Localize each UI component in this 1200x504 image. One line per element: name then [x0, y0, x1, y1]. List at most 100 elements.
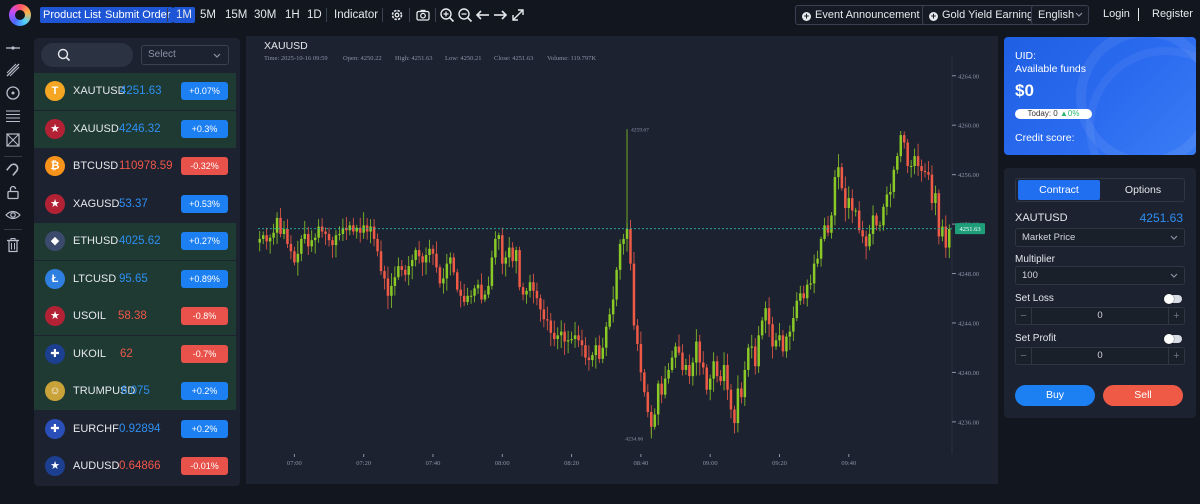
market-row-eurchf[interactable]: ✚ EURCHF 0.92894 +0.2%	[34, 411, 236, 448]
change-badge: +0.89%	[181, 269, 228, 288]
market-filter-select[interactable]: Select	[141, 45, 229, 65]
set-loss-decrement-button[interactable]: −	[1016, 308, 1032, 324]
trash-icon[interactable]	[5, 237, 21, 253]
tab-options[interactable]: Options	[1124, 184, 1162, 196]
trend-line-tool-icon[interactable]	[5, 62, 21, 78]
settings-gear-icon[interactable]	[389, 7, 405, 23]
candle	[296, 240, 300, 276]
market-symbol: XAGUSD	[73, 197, 120, 210]
scroll-right-arrow-icon[interactable]	[492, 7, 508, 23]
login-link[interactable]: Login	[1103, 8, 1130, 20]
register-link[interactable]: Register	[1152, 8, 1193, 20]
timeframe-30m-button[interactable]: 30M	[254, 9, 277, 21]
candle	[948, 224, 951, 259]
zoom-out-icon[interactable]	[457, 7, 473, 23]
event-announcement-label: Event Announcement	[815, 9, 920, 21]
candle	[639, 331, 643, 382]
x-tick-label: 09:20	[772, 460, 787, 467]
candle	[546, 306, 549, 331]
multiplier-select[interactable]: 100	[1015, 266, 1185, 285]
candle	[708, 374, 712, 401]
circle-tool-icon[interactable]	[5, 85, 21, 101]
timeframe-5m-button[interactable]: 5M	[200, 9, 216, 21]
candle	[733, 405, 736, 434]
change-badge: -0.7%	[181, 344, 228, 363]
market-symbol: LTCUSD	[73, 272, 117, 285]
brand-logo-icon[interactable]	[9, 4, 31, 26]
market-row-btcusd[interactable]: ₿ BTCUSD 110978.59 -0.32%	[34, 148, 236, 185]
drawing-tools-rail	[0, 36, 26, 256]
product-list-button[interactable]: Product List	[40, 7, 105, 23]
market-row-xauusd[interactable]: ★ XAUUSD 4246.32 +0.3%	[34, 110, 236, 148]
fullscreen-expand-icon[interactable]	[510, 7, 526, 23]
candle	[750, 334, 754, 359]
market-row-usoil[interactable]: ★ USOIL 58.38 -0.8%	[34, 298, 236, 335]
market-row-ethusd[interactable]: ◆ ETHUSD 4025.62 +0.27%	[34, 223, 236, 260]
candle	[507, 237, 511, 268]
x-tick-label: 08:20	[564, 460, 579, 467]
set-loss-stepper[interactable]: − 0 +	[1015, 307, 1185, 325]
sell-button[interactable]: Sell	[1103, 385, 1183, 406]
market-row-ltcusd[interactable]: Ł LTCUSD 95.65 +0.89%	[34, 260, 236, 298]
set-profit-decrement-button[interactable]: −	[1016, 348, 1032, 364]
set-profit-increment-button[interactable]: +	[1168, 348, 1184, 364]
candle	[591, 352, 594, 367]
candle	[265, 227, 268, 250]
eye-visibility-icon[interactable]	[5, 207, 21, 223]
candle	[369, 219, 372, 244]
set-profit-toggle[interactable]	[1164, 334, 1182, 344]
submit-order-button[interactable]: Submit Order	[102, 7, 174, 23]
scroll-left-arrow-icon[interactable]	[475, 7, 491, 23]
market-row-ukoil[interactable]: ✚ UKOIL 62 -0.7%	[34, 335, 236, 373]
magnet-icon[interactable]	[5, 161, 21, 177]
rectangle-tool-icon[interactable]	[5, 132, 21, 148]
camera-icon[interactable]	[415, 7, 431, 23]
candle	[331, 236, 334, 258]
price-chart-panel[interactable]: XAUUSD Time: 2025-10-16 09:59 Open: 4250…	[246, 36, 998, 484]
horizontal-line-tool-icon[interactable]	[5, 40, 21, 56]
tab-contract[interactable]: Contract	[1018, 180, 1100, 200]
candle	[469, 290, 473, 304]
candle	[282, 221, 286, 240]
candle	[604, 321, 608, 357]
candle	[306, 226, 310, 255]
language-select[interactable]: English	[1031, 5, 1089, 25]
set-loss-toggle[interactable]	[1164, 294, 1182, 304]
y-tick-label: 4248.00	[958, 271, 979, 278]
set-loss-label: Set Loss	[1015, 293, 1054, 304]
candle	[916, 143, 920, 176]
gold-yield-earnings-button[interactable]: + Gold Yield Earnings	[922, 5, 1048, 25]
timeframe-15m-button[interactable]: 15M	[225, 9, 248, 21]
y-tick-label: 4244.00	[958, 320, 979, 327]
fibonacci-tool-icon[interactable]	[5, 108, 21, 124]
market-row-trumpusd[interactable]: ☺ TRUMPUSD 6.075 +0.2%	[34, 373, 236, 410]
candle	[438, 264, 442, 288]
zoom-in-icon[interactable]	[439, 7, 455, 23]
set-profit-stepper[interactable]: − 0 +	[1015, 347, 1185, 365]
candle	[840, 162, 844, 191]
market-row-xagusd[interactable]: ★ XAGUSD 53.37 +0.53%	[34, 186, 236, 223]
change-badge: -0.8%	[181, 307, 228, 325]
timeframe-1m-button[interactable]: 1M	[173, 7, 195, 23]
unlock-icon[interactable]	[5, 184, 21, 200]
candle	[944, 215, 948, 258]
set-profit-value[interactable]: 0	[1097, 350, 1103, 361]
timeframe-1h-button[interactable]: 1H	[285, 9, 300, 21]
timeframe-1d-button[interactable]: 1D	[307, 9, 322, 21]
market-row-audusd[interactable]: ★ AUDUSD 0.64866 -0.01%	[34, 448, 236, 485]
search-input[interactable]	[41, 43, 133, 67]
candle	[279, 208, 282, 238]
x-tick-label: 07:20	[356, 460, 371, 467]
set-loss-increment-button[interactable]: +	[1168, 308, 1184, 324]
event-announcement-button[interactable]: + Event Announcement	[795, 5, 929, 25]
x-tick-label: 09:00	[703, 460, 718, 467]
indicator-button[interactable]: Indicator	[334, 9, 379, 21]
market-price: 95.65	[119, 272, 148, 285]
plus-circle-icon: +	[802, 11, 811, 21]
toolbar-divider	[409, 8, 410, 22]
order-type-select[interactable]: Market Price	[1015, 228, 1185, 247]
candlestick-chart[interactable]: XAUUSD Time: 2025-10-16 09:59 Open: 4250…	[246, 36, 998, 484]
market-row-xautusd[interactable]: T XAUTUSD 4251.63 +0.07%	[34, 73, 236, 110]
buy-button[interactable]: Buy	[1015, 385, 1095, 406]
set-loss-value[interactable]: 0	[1097, 310, 1103, 321]
